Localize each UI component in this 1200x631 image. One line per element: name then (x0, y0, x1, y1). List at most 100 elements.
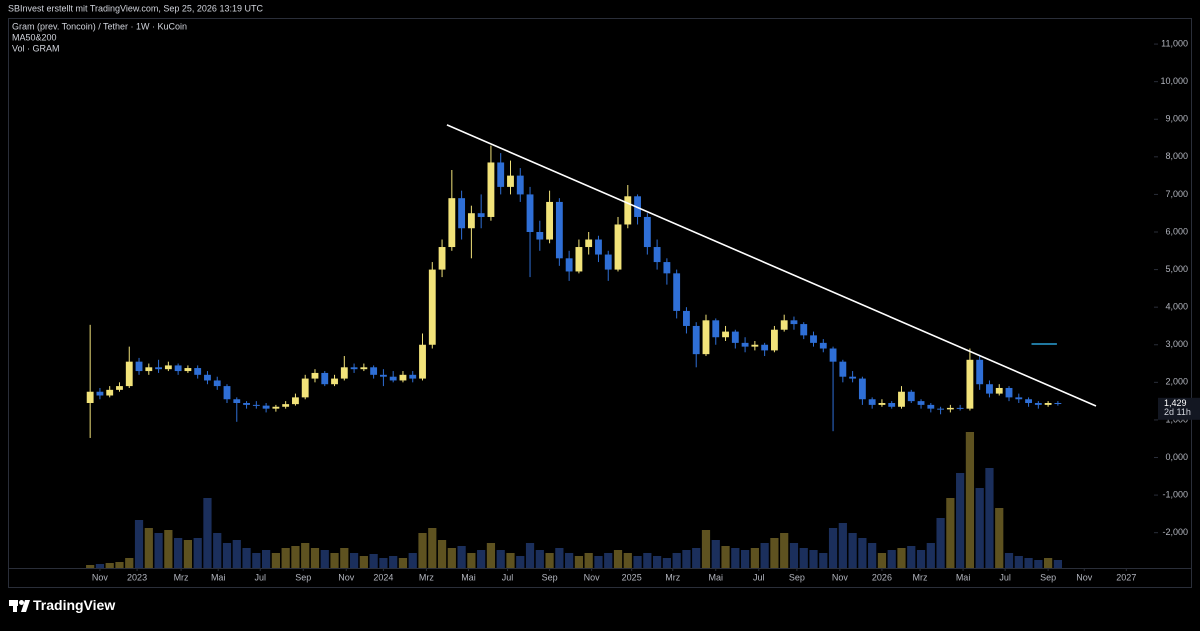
volume-bar (545, 553, 554, 568)
candle-body (1034, 403, 1042, 405)
logo-shape (13, 600, 17, 612)
candle-body (849, 376, 857, 379)
x-tick-label: Sep (295, 572, 311, 582)
candle-body (487, 162, 495, 217)
candle-body (722, 331, 729, 338)
x-tick-label: Nov (338, 572, 355, 582)
volume-bar (868, 543, 877, 568)
candle-body (194, 368, 202, 375)
x-tick-label: Mai (709, 572, 724, 582)
candle-body (575, 247, 583, 272)
brand-logo: TradingView (9, 597, 115, 613)
volume-bar (340, 548, 349, 568)
y-tick-label: 6,000 (1165, 226, 1188, 236)
candle-body (751, 344, 759, 347)
volume-bar (623, 553, 632, 568)
candle-body (907, 391, 915, 402)
volume-bar (604, 553, 613, 568)
volume-bar (95, 564, 105, 568)
frame (8, 18, 1192, 588)
candle-body (1044, 403, 1052, 405)
y-tick-label: 4,000 (1165, 302, 1188, 312)
volume-bar (848, 533, 857, 568)
candle-body (731, 331, 739, 343)
candle-body (878, 403, 886, 405)
x-tick-label: 2024 (373, 572, 393, 582)
candle-body (116, 386, 123, 390)
volume-bar (271, 553, 280, 568)
candle-body (917, 401, 925, 405)
volume-bar (222, 543, 232, 568)
candle-body (1015, 397, 1023, 400)
volume-bar (819, 553, 828, 568)
candle-body (770, 329, 778, 351)
volume-bar (408, 553, 417, 568)
candle-body (780, 320, 788, 330)
y-tick-label: -1,000 (1162, 489, 1188, 499)
y-tick-label: -2,000 (1162, 527, 1188, 537)
volume-bar (750, 548, 759, 568)
volume-bar (975, 488, 984, 568)
x-tick-label: Nov (832, 572, 849, 582)
candle-body (565, 258, 573, 272)
y-tick-label: 8,000 (1165, 151, 1188, 161)
x-tick-label: Mrz (665, 572, 680, 582)
volume-bar (828, 528, 838, 568)
volume-bar (134, 520, 144, 568)
volume-bar (711, 540, 720, 568)
volume-bar (310, 548, 320, 568)
volume-bar (291, 546, 300, 568)
volume-bar (995, 508, 1004, 568)
candle-body (233, 399, 241, 404)
candle-body (409, 374, 417, 379)
candle-body (360, 367, 368, 370)
volume-bar (174, 538, 183, 568)
volume-bar (125, 558, 134, 568)
volume-bar (535, 550, 544, 568)
x-tick-label: Jul (502, 572, 514, 582)
last-price-label: 1,429 (1164, 398, 1187, 408)
volume-bar (731, 548, 740, 568)
candle-body (252, 404, 260, 406)
candle-body (204, 374, 211, 381)
candle-body (888, 403, 896, 407)
candle-body (272, 406, 280, 409)
volume-bar (213, 533, 222, 568)
volume-bar (682, 550, 691, 568)
volume-bar (232, 540, 241, 568)
volume-bar (740, 550, 750, 568)
candle-body (379, 374, 387, 377)
volume-bar (281, 548, 290, 568)
indicator: MA50&200 (12, 32, 57, 42)
volume-bar (565, 553, 574, 568)
candle-body (927, 404, 935, 409)
logo-shape (19, 600, 24, 605)
y-tick-label: 11,000 (1161, 38, 1188, 48)
candle-body (350, 367, 358, 370)
volume-bar (701, 530, 711, 568)
candle-body (292, 397, 299, 405)
y-tick-label: 2,000 (1165, 377, 1188, 387)
volume-bar (1044, 558, 1053, 568)
candle-body (800, 324, 808, 336)
candle-body (741, 342, 749, 347)
x-tick-label: Mai (211, 572, 226, 582)
x-tick-label: Mrz (174, 572, 189, 582)
candle-body (448, 198, 456, 248)
candle-body (477, 213, 485, 217)
volume-bar (379, 558, 388, 568)
candle-body (419, 344, 426, 379)
volume-bar (437, 540, 447, 568)
candle-body (96, 391, 104, 396)
volume-bar (389, 556, 398, 568)
volume-bar (330, 553, 339, 568)
volume-bar (486, 543, 496, 568)
candle-body (184, 368, 192, 372)
candle-body (497, 162, 505, 187)
candle-body (106, 389, 114, 396)
candle-body (614, 224, 622, 270)
y-tick-label: 0,000 (1165, 452, 1188, 462)
candle-body (536, 232, 544, 240)
candle-body (86, 391, 94, 404)
volume-bar (398, 558, 408, 568)
